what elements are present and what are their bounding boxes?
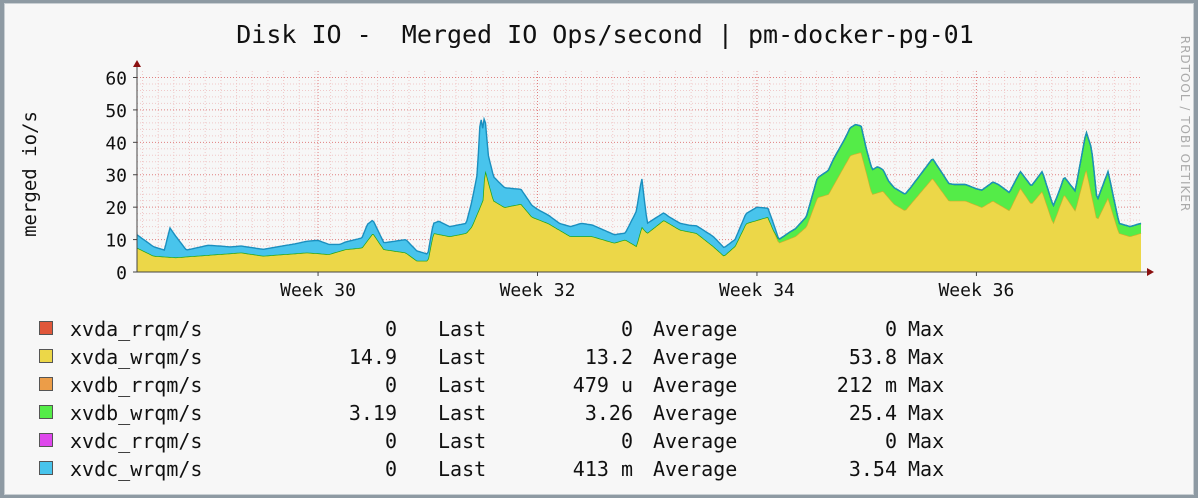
y-tick-label: 20 xyxy=(105,198,127,219)
legend-last-value: 0 xyxy=(384,317,397,341)
legend-max-value: 3.54 xyxy=(848,457,897,481)
legend-average-value: 0 xyxy=(620,429,633,453)
legend-last-label: Last xyxy=(438,317,487,341)
legend-max-label: Max xyxy=(908,317,945,341)
axes xyxy=(133,60,1154,276)
legend-average-value: 479 u xyxy=(572,373,633,397)
legend-last-label: Last xyxy=(438,457,487,481)
y-axis-label: merged io/s xyxy=(19,111,41,237)
legend-average-label: Average xyxy=(653,373,738,397)
legend-average-value: 13.2 xyxy=(584,345,633,369)
y-tick-label: 0 xyxy=(116,263,127,284)
legend-average-label: Average xyxy=(653,317,738,341)
legend-max-label: Max xyxy=(908,345,945,369)
legend-swatch xyxy=(39,461,53,475)
grid xyxy=(137,71,1141,272)
legend-last-value: 0 xyxy=(384,429,397,453)
x-tick-label: Week 36 xyxy=(938,280,1014,301)
y-tick-label: 10 xyxy=(105,231,127,252)
plot-area xyxy=(136,116,1142,272)
legend-average-label: Average xyxy=(653,345,738,369)
legend-last-label: Last xyxy=(438,373,487,397)
legend-last-value: 0 xyxy=(384,373,397,397)
rrdtool-watermark: RRDTOOL / TOBI OETIKER xyxy=(1178,35,1192,213)
series-line-xvdc-wrqm-s xyxy=(136,116,1142,255)
legend-last-label: Last xyxy=(438,345,487,369)
legend-max-value: 25.4 xyxy=(848,401,897,425)
x-axis-arrow xyxy=(1147,268,1154,276)
series-area-xvda-wrqm-s xyxy=(137,152,1141,272)
legend-max-label: Max xyxy=(908,373,945,397)
legend-last-value: 14.9 xyxy=(348,345,397,369)
legend-average-label: Average xyxy=(653,429,738,453)
y-tick-label: 30 xyxy=(105,166,127,187)
legend-series-name: xvdc_wrqm/s xyxy=(70,457,203,481)
legend-series-name: xvdb_rrqm/s xyxy=(70,373,203,397)
legend-swatch xyxy=(39,349,53,363)
legend-last-label: Last xyxy=(438,401,487,425)
legend-last-label: Last xyxy=(438,429,487,453)
legend-swatch xyxy=(39,377,53,391)
legend-swatch xyxy=(39,321,53,335)
x-tick-label: Week 32 xyxy=(500,280,576,301)
legend-swatch xyxy=(39,405,53,419)
legend-max-label: Max xyxy=(908,457,945,481)
legend-series-name: xvdb_wrqm/s xyxy=(70,401,203,425)
legend-last-value: 0 xyxy=(384,457,397,481)
x-tick-labels: Week 30 Week 32 Week 34 Week 36 xyxy=(280,280,1014,301)
legend-average-value: 3.26 xyxy=(584,401,633,425)
y-tick-label: 60 xyxy=(105,68,127,89)
y-tick-label: 40 xyxy=(105,133,127,154)
x-tick-label: Week 34 xyxy=(719,280,795,301)
legend-last-value: 3.19 xyxy=(348,401,397,425)
y-axis-arrow xyxy=(133,60,141,67)
legend-series-name: xvda_wrqm/s xyxy=(70,345,203,369)
legend-series-name: xvdc_rrqm/s xyxy=(70,429,203,453)
y-tick-labels: 0 10 20 30 40 50 60 xyxy=(105,68,127,284)
legend-max-label: Max xyxy=(908,429,945,453)
legend-average-label: Average xyxy=(653,401,738,425)
x-tick-label: Week 30 xyxy=(280,280,356,301)
legend-average-label: Average xyxy=(653,457,738,481)
legend-max-value: 0 xyxy=(884,317,897,341)
legend-max-value: 53.8 xyxy=(848,345,897,369)
legend-max-label: Max xyxy=(908,401,945,425)
legend-swatch xyxy=(39,433,53,447)
y-tick-label: 50 xyxy=(105,101,127,122)
graph-frame: 0 10 20 30 40 50 60 Week 30 Week 32 Week 34 Week … xyxy=(4,3,1194,495)
legend-average-value: 413 m xyxy=(572,457,633,481)
legend-series-name: xvda_rrqm/s xyxy=(70,317,203,341)
legend-max-value: 212 m xyxy=(836,373,897,397)
chart-title: Disk IO - Merged IO Ops/second | pm-dock… xyxy=(236,20,974,49)
legend-max-value: 0 xyxy=(884,429,897,453)
legend-average-value: 0 xyxy=(620,317,633,341)
